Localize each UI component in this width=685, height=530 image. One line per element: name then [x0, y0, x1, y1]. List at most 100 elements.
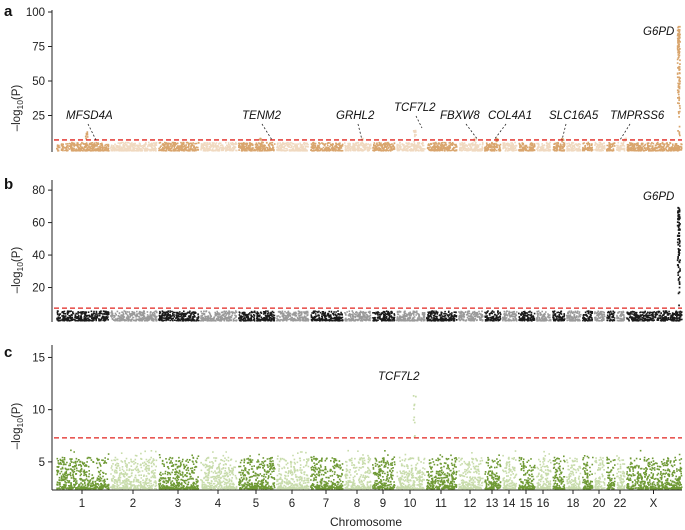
panel-c-chr-19-points	[582, 455, 594, 490]
panel-c-ytick-label: 5	[39, 457, 45, 469]
x-tick-label: 20	[593, 498, 606, 510]
panel-a-chr-5-points	[238, 137, 276, 152]
panel-b-ytick-label: 40	[32, 250, 45, 262]
panel-c-chr-7-points	[310, 455, 344, 490]
panel-a-gene-leader	[561, 123, 567, 141]
panel-a-chr-3-points	[158, 141, 200, 152]
panel-b-chr-16-points	[536, 310, 552, 322]
panel-c-chr-5-points	[238, 453, 276, 490]
panel-a-chr-4-points	[200, 141, 238, 152]
panel-b: b –log10(P) 20 40 60 80 G6PD	[4, 176, 683, 322]
panel-c-chr-21-points	[606, 456, 616, 490]
panel-b-ytick-label: 60	[32, 218, 45, 230]
panel-a-gene-leader	[357, 123, 363, 141]
panel-b-chr-22-points	[616, 310, 626, 322]
panel-b-chr-5-points	[238, 310, 276, 322]
x-tick-label: 1	[79, 498, 85, 510]
panel-c-gene-label: TCF7L2	[378, 371, 420, 383]
x-tick-label: 6	[289, 498, 295, 510]
panel-a-chr-2-points	[110, 141, 158, 152]
panel-c-chr-10-points	[396, 395, 426, 490]
x-tick-label: 3	[175, 498, 181, 510]
panel-c-chr-2-points	[110, 450, 158, 490]
panel-a-ytick-label: 75	[32, 42, 45, 54]
panel-c-chr-20-points	[594, 456, 606, 490]
panel-a-chr-10-points	[396, 129, 426, 152]
panel-a-gene-label: FBXW8	[440, 110, 480, 122]
panel-a-chr-16-points	[536, 141, 552, 152]
panel-a-ylabel: –log10(P)	[11, 85, 25, 132]
x-tick-label: 10	[404, 498, 417, 510]
panel-a-ytick-label: 50	[32, 76, 45, 88]
panel-b-gene-label: G6PD	[643, 191, 674, 203]
x-tick-label: 2	[130, 498, 136, 510]
panel-a-gene-leader	[493, 123, 507, 141]
x-tick-label: 14	[503, 498, 516, 510]
panel-a-gene-label: COL4A1	[488, 110, 532, 122]
panel-a-chr-13-points	[484, 137, 502, 152]
panel-a-gene-leader	[465, 123, 479, 141]
panel-a-chr-6-points	[276, 141, 309, 152]
panel-b-chr-8-points	[344, 310, 372, 322]
panel-a-gene-leader	[619, 123, 631, 141]
panel-a-gene-label: TMPRSS6	[610, 110, 665, 122]
panel-a-chr-7-points	[310, 141, 344, 152]
panel-a-gene-label: TCF7L2	[394, 102, 436, 114]
panel-a-chr-1-points	[56, 131, 110, 152]
panel-b-chr-9-points	[372, 310, 396, 322]
panel-a-gene-label: MFSD4A	[66, 110, 113, 122]
panel-b-ytick-label: 80	[32, 185, 45, 197]
panel-b-chr-2-points	[110, 310, 158, 322]
x-tick-label: X	[650, 498, 658, 510]
x-tick-label: 8	[354, 498, 360, 510]
x-tick-label: 4	[215, 498, 222, 510]
panel-b-chr-20-points	[594, 310, 606, 322]
panel-c-ytick-label: 15	[32, 352, 45, 364]
panel-c-chr-1-points	[56, 449, 110, 490]
panel-c-chr-18-points	[566, 457, 582, 490]
panel-a-chr-19-points	[582, 141, 594, 152]
panel-c-chr-X-points	[626, 449, 683, 490]
panel-b-chr-6-points	[276, 310, 310, 322]
panel-a-chr-18-points	[566, 141, 582, 152]
panel-a-gene-label: SLC16A5	[549, 110, 599, 122]
panel-b-chr-13-points	[484, 310, 502, 322]
panel-c-chr-22-points	[616, 455, 626, 490]
x-tick-label: 5	[253, 498, 259, 510]
panel-b-chr-21-points	[606, 310, 616, 322]
x-tick-label: 11	[435, 498, 447, 510]
panel-b-chr-1-points	[56, 310, 110, 322]
x-tick-label: 15	[520, 498, 533, 510]
panel-c-chr-17-points	[552, 455, 566, 490]
panel-b-chr-X-points	[626, 206, 683, 322]
panel-a-chr-X-points	[626, 25, 683, 152]
panel-c-chr-4-points	[200, 451, 238, 490]
x-tick-label: 9	[380, 498, 386, 510]
panel-a-gene-label: G6PD	[643, 26, 674, 38]
panel-b-chr-10-points	[396, 310, 426, 322]
panel-a-chr-21-points	[606, 142, 616, 152]
x-tick-label: 13	[486, 498, 499, 510]
panel-a-chr-14-points	[502, 141, 518, 152]
x-tick-label: 22	[614, 498, 627, 510]
panel-a-chr-20-points	[594, 141, 606, 152]
panel-a-gene-leader	[87, 123, 97, 141]
panel-c-chr-16-points	[536, 450, 552, 490]
panel-a-gene-label: GRHL2	[336, 110, 375, 122]
panel-b-chr-17-points	[552, 310, 566, 322]
panel-c-chr-6-points	[276, 451, 310, 490]
panel-b-chr-11-points	[426, 310, 458, 322]
panel-a-letter: a	[4, 3, 13, 20]
panel-a-chr-17-points	[552, 137, 566, 152]
x-tick-label: 12	[464, 498, 477, 510]
panel-c-ytick-label: 10	[32, 405, 45, 417]
panel-a: a –log10(P) 25 50 75 100 MFSD4A TENM2 GRHL2 TC…	[4, 3, 683, 152]
panel-a-ytick-label: 25	[32, 111, 45, 123]
panel-a-chr-11-points	[426, 141, 458, 152]
panel-b-chr-19-points	[582, 310, 594, 322]
x-tick-label: 7	[323, 498, 329, 510]
panel-a-gene-label: TENM2	[242, 110, 282, 122]
panel-c-chr-9-points	[372, 450, 396, 490]
